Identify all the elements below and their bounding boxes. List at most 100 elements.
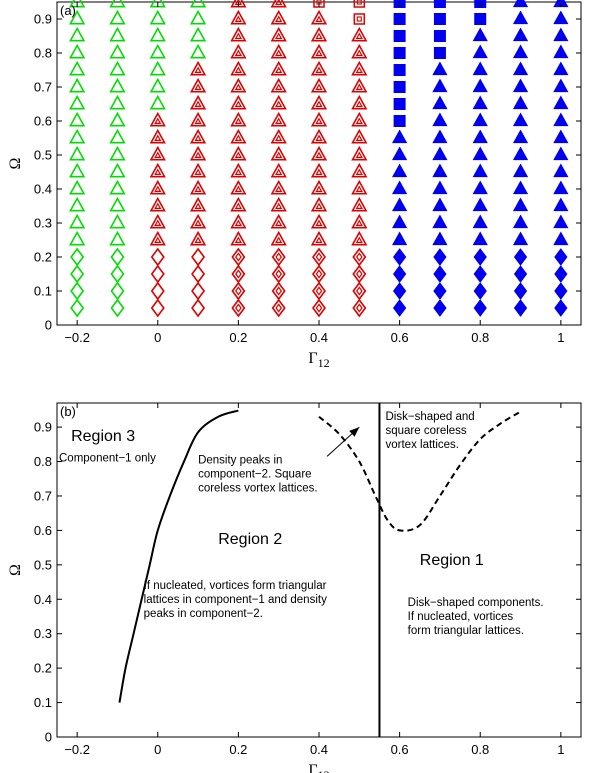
marker-diamond-open: [150, 298, 165, 318]
marker-triangle-double: [351, 111, 368, 127]
marker-diamond-double: [231, 298, 246, 318]
marker-triangle-double: [351, 196, 368, 212]
marker-diamond-filled: [473, 248, 487, 266]
marker-triangle-double-inner: [355, 185, 363, 192]
marker-triangle-double-inner: [234, 185, 242, 192]
marker-triangle-double-inner: [355, 219, 363, 226]
marker-triangle-open: [189, 43, 207, 59]
marker-triangle-filled: [553, 112, 569, 127]
marker-diamond-double: [312, 281, 326, 301]
marker-triangle-open: [69, 43, 86, 59]
marker-diamond-open: [110, 281, 125, 301]
marker-triangle-double-inner: [275, 15, 283, 22]
marker-triangle-double: [270, 111, 287, 127]
marker-triangle-filled: [553, 61, 569, 76]
marker-triangle-double-inner: [194, 117, 202, 124]
marker-triangle-double-inner: [194, 100, 202, 107]
marker-triangle-double-inner: [355, 32, 363, 39]
marker-triangle-double-inner: [154, 219, 162, 226]
marker-diamond-double: [352, 264, 367, 284]
marker-triangle-double: [230, 94, 247, 110]
marker-diamond-open: [110, 298, 125, 318]
marker-triangle-double: [351, 128, 368, 144]
marker-triangle-double-inner: [234, 117, 242, 124]
marker-triangle-double-inner: [154, 134, 162, 141]
marker-diamond-double: [231, 281, 246, 301]
marker-triangle-double: [230, 60, 247, 76]
marker-triangle-filled: [432, 180, 448, 195]
annotation-region1: Region 1: [420, 552, 484, 569]
marker-diamond-filled: [513, 248, 528, 266]
region-boundary-dashed: [318, 410, 522, 532]
y-tick-label: 0.1: [34, 695, 52, 710]
marker-triangle-open: [109, 128, 126, 144]
marker-triangle-double-inner: [194, 202, 202, 209]
marker-diamond-open: [150, 281, 165, 301]
panel-b-lines: [118, 403, 522, 737]
marker-triangle-filled: [392, 197, 408, 212]
marker-triangle-open: [189, 9, 207, 25]
marker-triangle-open: [109, 196, 126, 212]
marker-triangle-filled: [553, 180, 569, 195]
marker-diamond-filled: [433, 282, 447, 300]
marker-triangle-double: [351, 213, 368, 229]
x-tick-label: 0.8: [471, 742, 489, 757]
marker-triangle-double: [149, 213, 166, 229]
marker-triangle-double-inner: [275, 83, 283, 90]
marker-triangle-open: [189, 0, 207, 8]
marker-square-double-inner: [356, 0, 362, 5]
x-tick-label: −0.2: [64, 330, 90, 345]
y-tick-label: 0.5: [34, 557, 52, 572]
marker-triangle-open: [69, 77, 86, 93]
y-tick-label: 0: [45, 730, 52, 745]
marker-triangle-double-inner: [194, 83, 202, 90]
marker-triangle-filled: [432, 61, 448, 76]
marker-square-filled: [393, 47, 406, 59]
marker-diamond-open: [70, 264, 85, 284]
marker-triangle-open: [69, 9, 86, 25]
marker-diamond-filled: [513, 265, 528, 283]
marker-triangle-open: [149, 26, 166, 42]
marker-triangle-open: [109, 213, 126, 229]
marker-triangle-double: [189, 162, 207, 178]
marker-diamond-open: [70, 281, 85, 301]
marker-triangle-double-inner: [154, 202, 162, 209]
marker-diamond-double-inner: [315, 303, 323, 313]
y-tick-label: 0: [45, 318, 52, 333]
marker-triangle-double-inner: [275, 236, 283, 243]
marker-triangle-filled: [472, 197, 488, 212]
marker-square-filled: [433, 13, 446, 25]
x-tick-label: 0.4: [310, 330, 328, 345]
marker-triangle-double: [149, 128, 166, 144]
marker-triangle-double-inner: [234, 236, 242, 243]
marker-triangle-filled: [553, 27, 569, 42]
panel-a-markers: [69, 0, 569, 318]
marker-diamond-double: [352, 281, 367, 301]
marker-diamond-open: [150, 264, 165, 284]
marker-triangle-double: [310, 43, 328, 59]
annotation-arrow-head: [349, 427, 360, 437]
marker-diamond-double: [312, 264, 326, 284]
marker-triangle-double-inner: [315, 15, 323, 22]
marker-diamond-double-inner: [315, 252, 323, 262]
marker-triangle-double: [189, 230, 207, 246]
marker-triangle-filled: [432, 146, 448, 161]
marker-triangle-filled: [553, 129, 569, 144]
marker-diamond-filled: [513, 299, 528, 317]
marker-triangle-open: [109, 60, 126, 76]
marker-diamond-double-inner: [355, 286, 363, 296]
marker-triangle-filled: [512, 231, 529, 246]
annotation-density: Density peaks in component−2. Square corel…: [198, 454, 318, 494]
marker-triangle-double: [149, 230, 166, 246]
marker-triangle-filled: [472, 163, 488, 178]
marker-diamond-filled: [392, 282, 407, 300]
marker-triangle-filled: [512, 129, 529, 144]
marker-triangle-double: [351, 94, 368, 110]
marker-triangle-double: [270, 26, 287, 42]
marker-triangle-double-inner: [234, 202, 242, 209]
marker-square-filled: [474, 13, 487, 25]
y-tick-label: 0.1: [34, 284, 52, 299]
marker-triangle-filled: [512, 112, 529, 127]
marker-triangle-filled: [432, 231, 448, 246]
marker-triangle-double-inner: [315, 185, 323, 192]
